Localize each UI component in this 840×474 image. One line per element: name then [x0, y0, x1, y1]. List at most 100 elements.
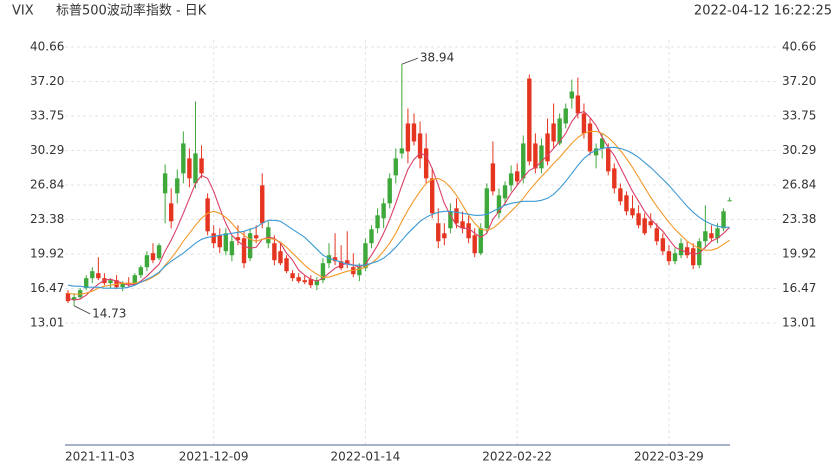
candle-body [284, 258, 289, 272]
candle-body [223, 233, 229, 252]
candle-body [357, 267, 362, 276]
y-tick-label: 16.47 [782, 281, 816, 295]
candle-body [533, 143, 538, 169]
candle-body [587, 123, 593, 152]
y-tick-label: 19.92 [30, 247, 64, 261]
candle-body [387, 178, 392, 204]
candle-body [132, 275, 137, 285]
candle-body [527, 78, 532, 162]
annotation-leader [401, 57, 419, 65]
candle-body [448, 211, 453, 229]
candle-body [563, 108, 568, 124]
candle-body [260, 185, 265, 224]
candle-body [593, 148, 599, 156]
candle-body [405, 123, 411, 152]
annotation: 14.73 [92, 306, 126, 320]
candle-body [454, 208, 459, 224]
candle-body [84, 278, 89, 289]
y-tick-label: 23.38 [782, 212, 816, 226]
candle-body [557, 118, 562, 144]
candle-body [138, 267, 144, 276]
candle-body [496, 195, 502, 214]
candle-body [709, 233, 714, 239]
candle-body [150, 253, 156, 261]
candle-body [235, 237, 241, 241]
y-tick-label: 13.01 [30, 316, 64, 330]
candle-body [642, 218, 647, 234]
moving-average-line [67, 110, 730, 301]
y-tick-label: 26.84 [30, 177, 64, 191]
candle-body [430, 178, 435, 214]
candle-body [569, 91, 575, 99]
candle-body [369, 229, 374, 244]
candle-body [120, 283, 125, 288]
y-tick-label: 37.20 [782, 74, 816, 88]
candle-body [181, 143, 186, 174]
y-tick-label: 26.84 [782, 177, 816, 191]
candle-body [96, 273, 101, 279]
candle-body [666, 251, 672, 262]
candle-body [326, 255, 332, 264]
candle-body [375, 215, 380, 229]
annotation-leader [73, 305, 91, 315]
x-tick-label: 2022-03-29 [634, 450, 704, 464]
y-tick-label: 16.47 [30, 281, 64, 295]
candle-body [691, 248, 696, 266]
candle-body [308, 279, 313, 286]
x-tick-label: 2021-12-09 [179, 450, 249, 464]
candle-body [71, 297, 77, 301]
candle-body [508, 173, 514, 186]
candle-body [521, 143, 526, 179]
candle-body [660, 238, 666, 252]
candle-body [466, 223, 471, 239]
moving-average-line [67, 130, 730, 295]
x-tick-label: 2021-11-03 [65, 450, 135, 464]
y-tick-label: 30.29 [30, 143, 64, 157]
y-tick-label: 30.29 [782, 143, 816, 157]
y-tick-label: 37.20 [30, 74, 64, 88]
candle-body [672, 253, 678, 262]
timestamp: 2022-04-12 16:22:25 [694, 4, 832, 19]
candle-body [217, 235, 222, 248]
candle-body [727, 200, 732, 202]
candle-body [393, 158, 398, 176]
candle-body [211, 233, 216, 244]
candle-body [399, 148, 405, 154]
candle-body [436, 223, 441, 242]
candle-body [241, 238, 247, 264]
candle-body [484, 188, 490, 229]
candle-body [363, 243, 368, 269]
candle-body [478, 228, 483, 254]
candle-body [253, 235, 259, 239]
candle-body [108, 280, 113, 284]
candle-body [411, 123, 417, 142]
candle-body [417, 133, 423, 159]
y-tick-label: 40.66 [30, 40, 64, 54]
candle-body [606, 148, 611, 172]
candle-body [624, 195, 629, 212]
x-tick-label: 2022-02-22 [482, 450, 552, 464]
moving-average-line [67, 146, 730, 289]
candle-body [162, 173, 168, 194]
candle-body [599, 138, 605, 149]
candle-body [314, 280, 320, 286]
candle-body [423, 148, 429, 179]
candle-body [199, 158, 204, 174]
candle-body [247, 233, 253, 259]
candle-body [345, 260, 350, 265]
candle-body [442, 233, 447, 239]
candle-body [460, 221, 465, 229]
candle-body [472, 235, 477, 254]
candle-body [272, 243, 277, 261]
candle-body [551, 123, 556, 142]
candle-body [302, 280, 307, 283]
candle-body [636, 213, 641, 226]
candle-body [545, 133, 550, 162]
annotation: 38.94 [420, 51, 454, 65]
candle-body [205, 198, 210, 232]
candle-body [144, 255, 150, 268]
candle-body [678, 243, 684, 256]
candle-body [290, 273, 295, 279]
y-tick-label: 33.75 [30, 108, 64, 122]
